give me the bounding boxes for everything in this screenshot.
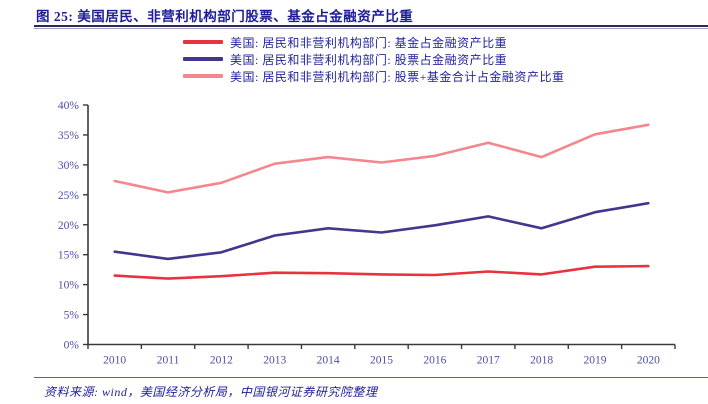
x-axis-tick-label: 2017: [477, 355, 500, 367]
legend-label-stock: 美国: 居民和非营利机构部门: 股票占金融资产比重: [230, 52, 508, 67]
y-axis-tick-label: 15%: [58, 250, 80, 262]
y-axis-tick-label: 20%: [58, 220, 80, 232]
x-axis-tick-label: 2014: [317, 355, 340, 367]
x-axis-tick-label: 2010: [103, 355, 126, 367]
line-chart: 0% 5% 10% 15% 20% 25% 30% 35% 40% 2010 2011 2012 201…: [0, 95, 708, 375]
legend-swatch-stock: [183, 57, 223, 61]
y-axis-tick-label: 0%: [64, 340, 80, 352]
x-axis-tick-label: 2018: [530, 355, 553, 367]
x-axis-tick-label: 2015: [370, 355, 393, 367]
y-axis-tick-label: 10%: [58, 280, 80, 292]
y-axis-tick-label: 25%: [58, 190, 80, 202]
y-axis-tick-label: 35%: [58, 130, 80, 142]
figure-title: 图 25: 美国居民、非营利机构部门股票、基金占金融资产比重: [36, 9, 414, 24]
legend-label-fund: 美国: 居民和非营利机构部门: 基金占金融资产比重: [230, 35, 508, 50]
chart-legend: 美国: 居民和非营利机构部门: 基金占金融资产比重 美国: 居民和非营利机构部门…: [183, 35, 565, 84]
x-axis-tick-label: 2019: [583, 355, 606, 367]
y-axis-tick-label: 40%: [58, 100, 80, 112]
x-axis-tick-label: 2020: [637, 355, 660, 367]
source-note: 资料来源: wind，美国经济分析局，中国银河证券研究院整理: [44, 385, 378, 399]
y-axis-tick-label: 30%: [58, 160, 80, 172]
legend-item-fund: 美国: 居民和非营利机构部门: 基金占金融资产比重: [183, 35, 564, 50]
x-axis-tick-label: 2016: [423, 355, 446, 367]
x-axis-tick-label: 2011: [157, 355, 180, 367]
footer-divider: [34, 377, 708, 378]
legend-swatch-total: [183, 74, 223, 78]
series-line-1: [113, 201, 650, 261]
legend-swatch-fund: [183, 40, 223, 44]
line-chart-canvas: 0% 5% 10% 15% 20% 25% 30% 35% 40% 2010 2011 2012 201…: [58, 100, 676, 367]
y-axis-tick-label: 5%: [64, 310, 80, 322]
x-axis-tick-label: 2012: [210, 355, 233, 367]
legend-item-stock: 美国: 居民和非营利机构部门: 股票占金融资产比重: [183, 52, 564, 67]
legend-item-total: 美国: 居民和非营利机构部门: 股票+基金合计占金融资产比重: [183, 69, 565, 84]
title-divider: [34, 25, 708, 29]
legend-label-total: 美国: 居民和非营利机构部门: 股票+基金合计占金融资产比重: [230, 69, 565, 84]
x-axis-tick-label: 2013: [263, 355, 286, 367]
series-line-2: [113, 123, 650, 194]
series-line-0: [113, 264, 650, 280]
axis-lines: [87, 105, 675, 346]
